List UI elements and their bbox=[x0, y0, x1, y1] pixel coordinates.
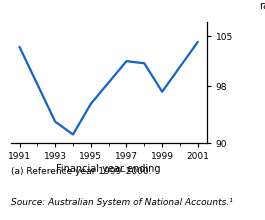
Text: ratio: ratio bbox=[259, 1, 265, 11]
X-axis label: Financial year ending: Financial year ending bbox=[56, 164, 161, 174]
Text: (a) Reference year 1999–2000.: (a) Reference year 1999–2000. bbox=[11, 167, 151, 176]
Text: Source: Australian System of National Accounts.¹: Source: Australian System of National Ac… bbox=[11, 198, 232, 207]
